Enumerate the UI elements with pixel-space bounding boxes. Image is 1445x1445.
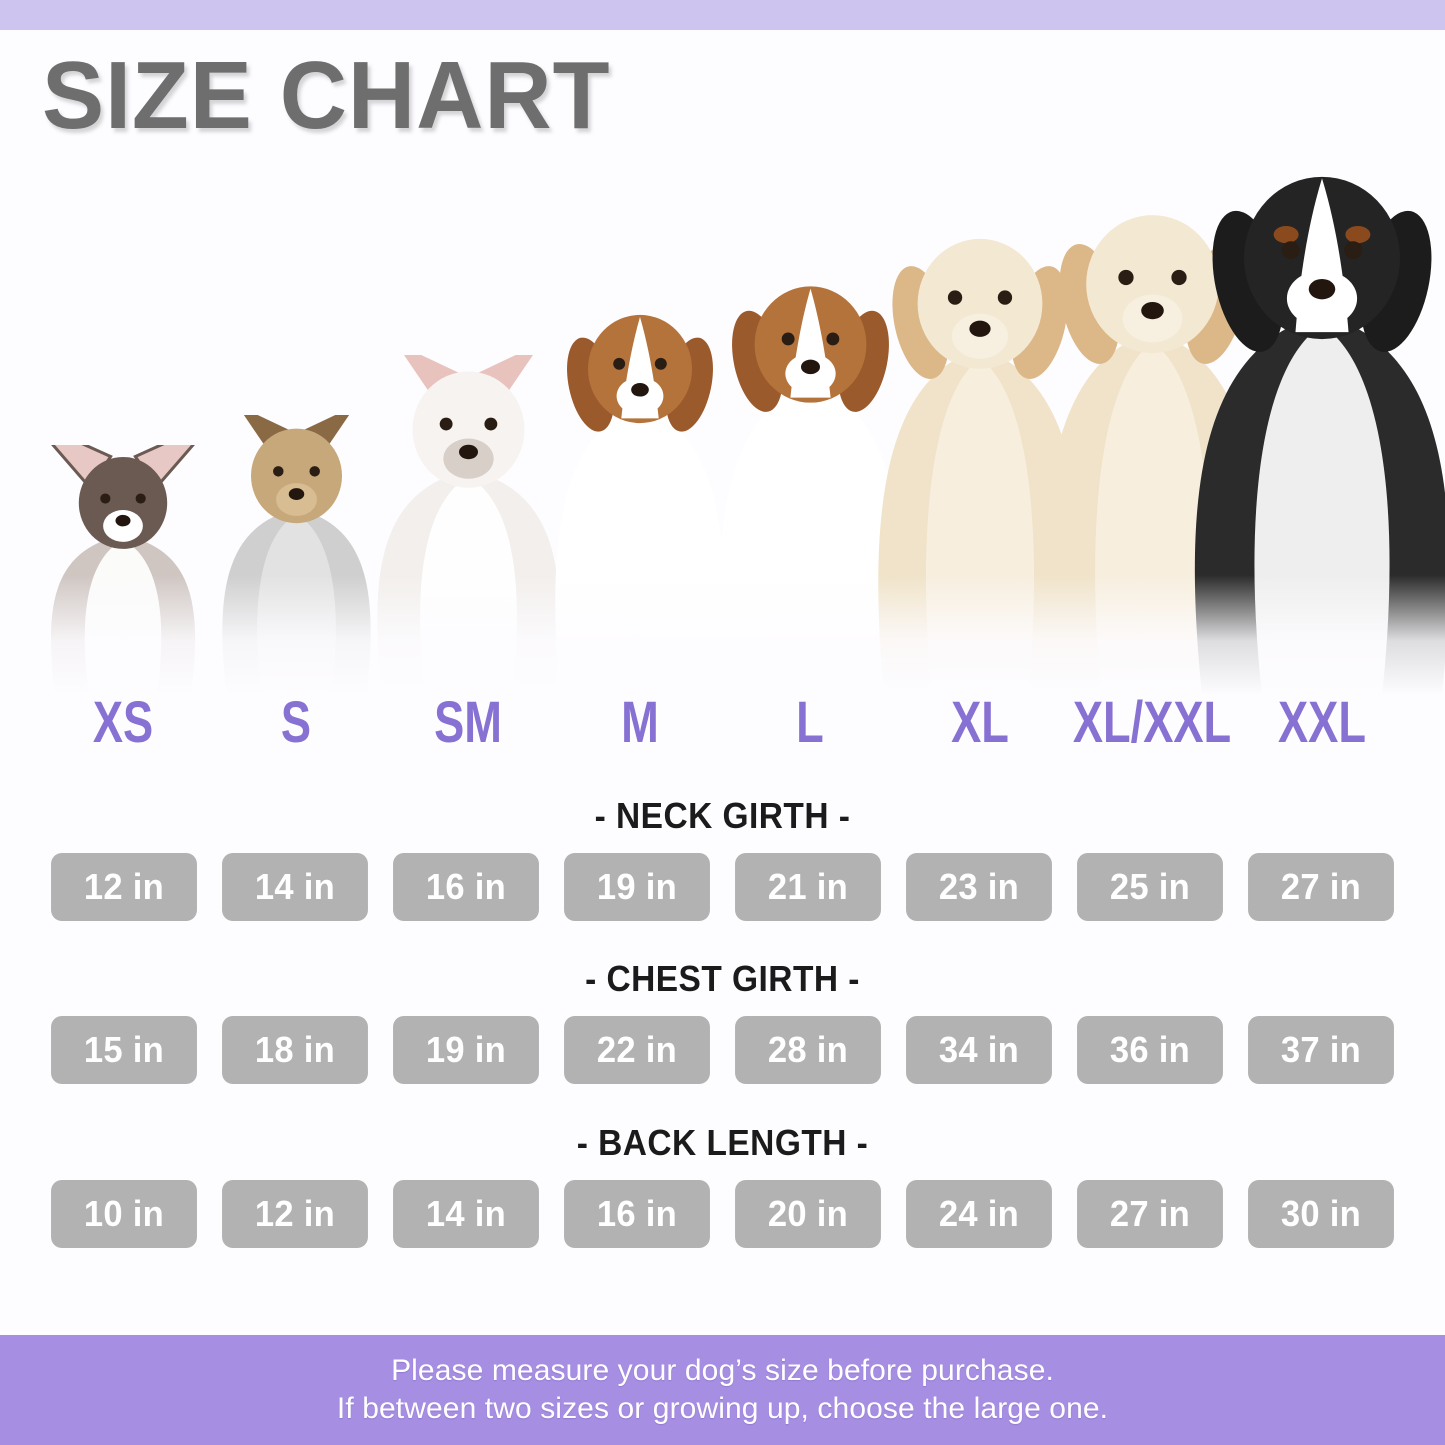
size-label-xl-xxl: XL/XXL [1072, 690, 1232, 755]
page-title: SIZE CHART [42, 42, 611, 149]
chip-back-length-s: 12 in [222, 1180, 368, 1248]
dog-photo-beagle [540, 295, 740, 695]
top-accent-band [0, 0, 1445, 30]
size-label-sm: SM [434, 690, 502, 755]
dog-photo-beagle-large [703, 265, 918, 695]
size-label-s: S [280, 690, 312, 755]
chip-chest-girth-xxl: 37 in [1248, 1016, 1394, 1084]
dog-photo-bernese-mountain-dog [1172, 150, 1445, 695]
chip-neck-girth-xl: 23 in [906, 853, 1052, 921]
chip-chest-girth-m: 22 in [564, 1016, 710, 1084]
chip-neck-girth-xxl: 27 in [1248, 853, 1394, 921]
dog-photo-golden-retriever [860, 215, 1100, 695]
chip-back-length-l: 20 in [735, 1180, 881, 1248]
chip-neck-girth-sm: 16 in [393, 853, 539, 921]
dog-photo-yorkshire-terrier [209, 415, 384, 695]
section-title-back-length: - BACK LENGTH - [576, 1122, 869, 1163]
section-neck-girth: - NECK GIRTH - 12 in 14 in 16 in 19 in 21 in… [0, 795, 1445, 921]
section-back-length: - BACK LENGTH - 10 in 12 in 14 in 16 in 20 i… [0, 1122, 1445, 1248]
dog-photo-french-bulldog [361, 355, 576, 695]
size-label-xl: XL [951, 690, 1009, 755]
chip-back-length-xl: 24 in [906, 1180, 1052, 1248]
size-label-xs: XS [92, 690, 154, 755]
size-label-l: L [796, 690, 824, 755]
section-chest-girth: - CHEST GIRTH - 15 in 18 in 19 in 22 in 28 i… [0, 958, 1445, 1084]
chip-neck-girth-l: 21 in [735, 853, 881, 921]
chip-row-back-length: 10 in 12 in 14 in 16 in 20 in 24 in 27 in 30 in [0, 1180, 1445, 1248]
chip-chest-girth-l: 28 in [735, 1016, 881, 1084]
size-label-xxl: XXL [1278, 690, 1366, 755]
chip-chest-girth-sm: 19 in [393, 1016, 539, 1084]
chip-neck-girth-xl-xxl: 25 in [1077, 853, 1223, 921]
footer-note-line-2: If between two sizes or growing up, choo… [336, 1392, 1109, 1425]
chip-chest-girth-s: 18 in [222, 1016, 368, 1084]
chip-chest-girth-xl-xxl: 36 in [1077, 1016, 1223, 1084]
chip-chest-girth-xs: 15 in [51, 1016, 197, 1084]
chip-chest-girth-xl: 34 in [906, 1016, 1052, 1084]
dog-illustration-strip [0, 150, 1445, 695]
chip-back-length-sm: 14 in [393, 1180, 539, 1248]
chip-back-length-m: 16 in [564, 1180, 710, 1248]
footer-note-line-1: Please measure your dog’s size before pu… [391, 1354, 1054, 1387]
chip-back-length-xs: 10 in [51, 1180, 197, 1248]
chip-row-chest-girth: 15 in 18 in 19 in 22 in 28 in 34 in 36 in 37 in [0, 1016, 1445, 1084]
chip-row-neck-girth: 12 in 14 in 16 in 19 in 21 in 23 in 25 in 27 in [0, 853, 1445, 921]
chip-neck-girth-s: 14 in [222, 853, 368, 921]
chip-neck-girth-xs: 12 in [51, 853, 197, 921]
chip-back-length-xl-xxl: 27 in [1077, 1180, 1223, 1248]
dog-photo-chihuahua [38, 445, 208, 695]
chip-neck-girth-m: 19 in [564, 853, 710, 921]
section-title-neck-girth: - NECK GIRTH - [594, 795, 851, 836]
size-label-row: XS S SM M L XL XL/XXL XXL [0, 692, 1445, 752]
chip-back-length-xxl: 30 in [1248, 1180, 1394, 1248]
size-label-m: M [621, 690, 659, 755]
footer-note-band: Please measure your dog’s size before pu… [0, 1335, 1445, 1445]
section-title-chest-girth: - CHEST GIRTH - [585, 958, 860, 999]
